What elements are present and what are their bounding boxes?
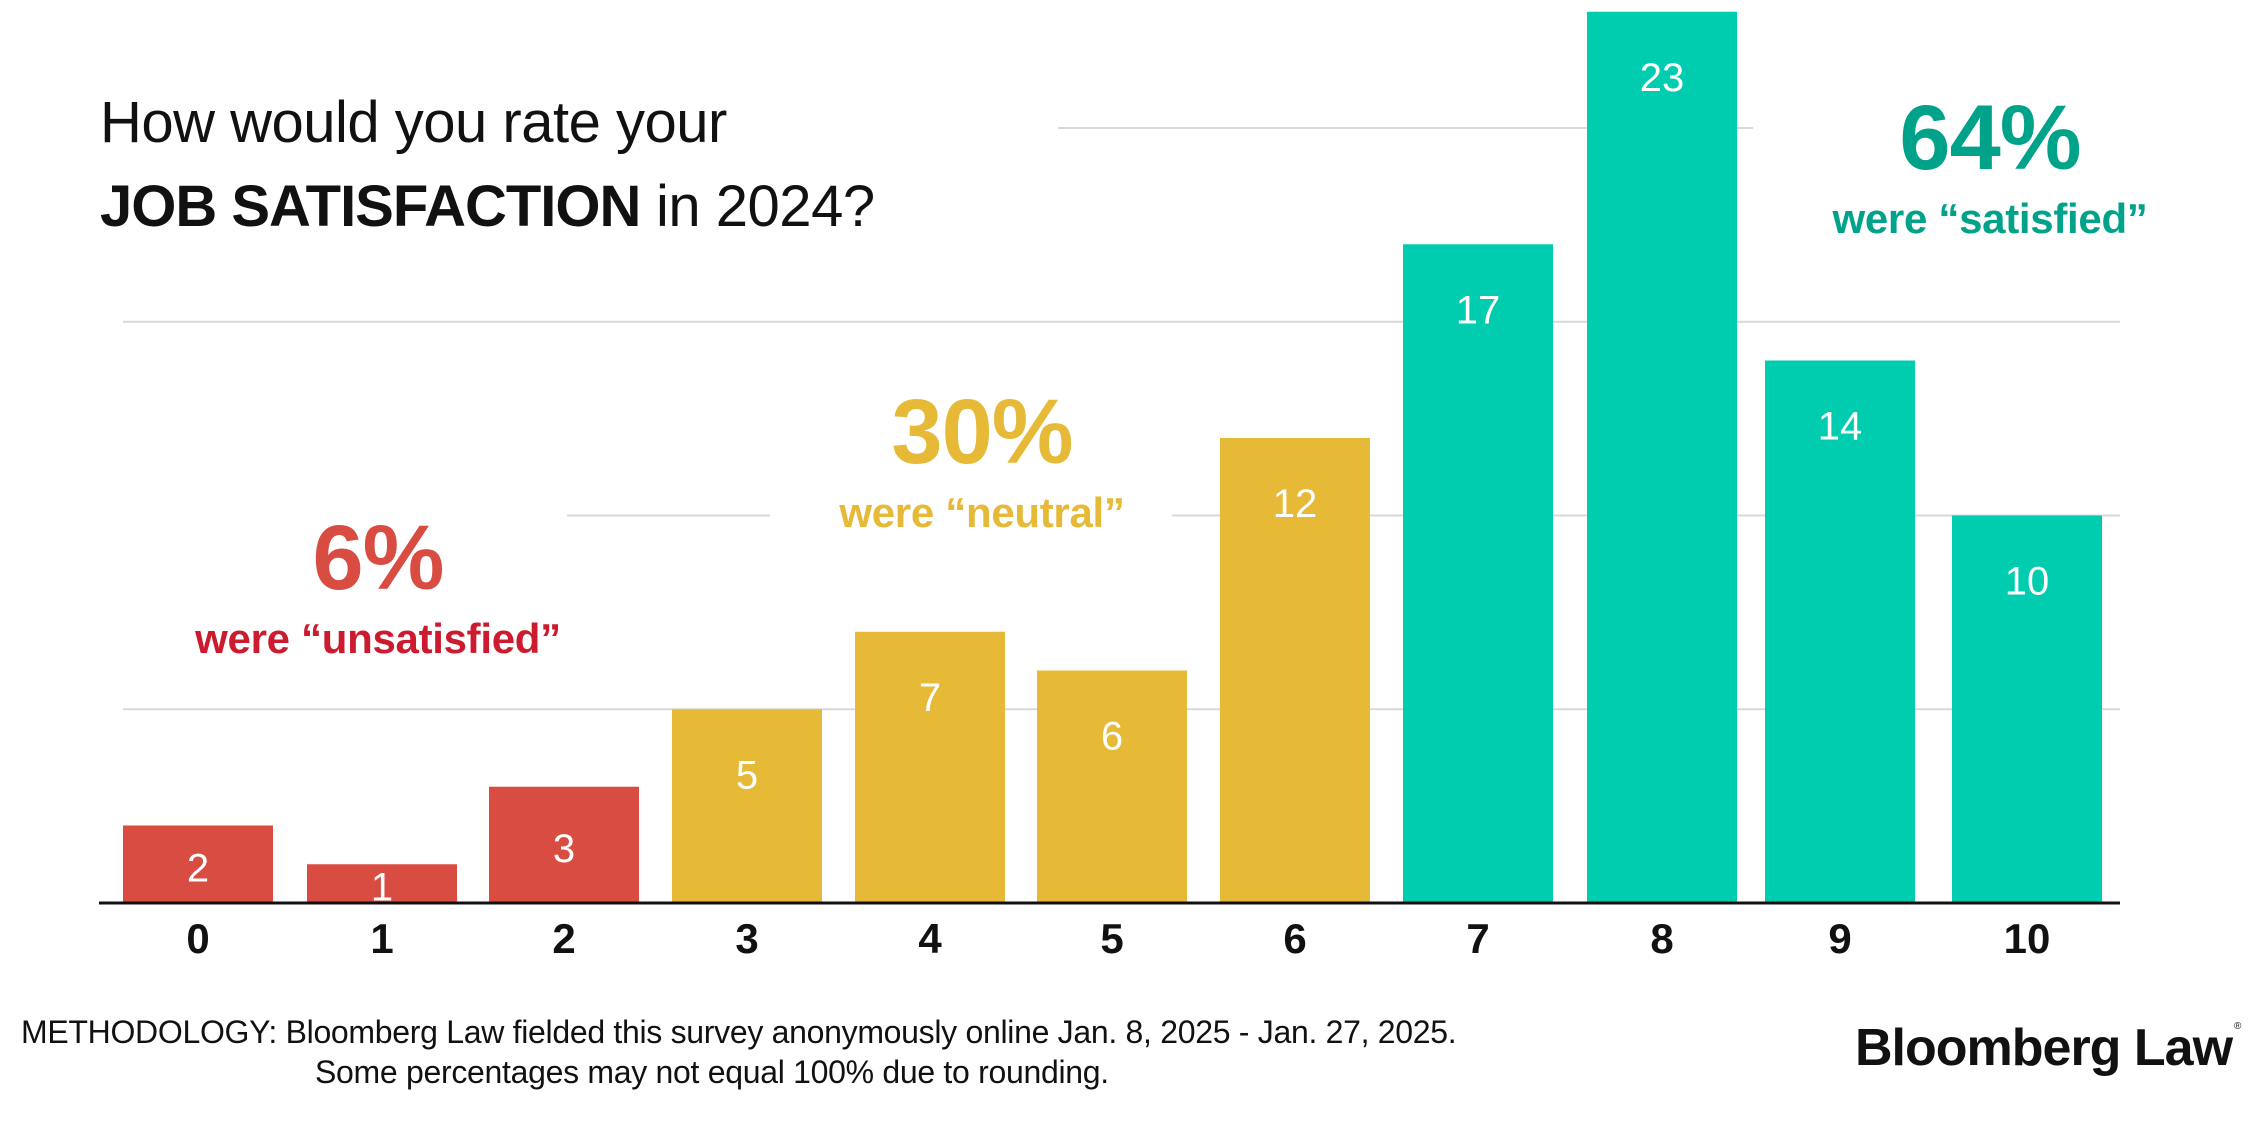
callout-unsatisfied-percent: 6% (312, 507, 445, 609)
bar-value-label-0: 2 (187, 846, 209, 890)
bar-2 (489, 786, 639, 903)
methodology-note: METHODOLOGY: Bloomberg Law fielded this … (21, 1014, 1457, 1050)
bar-value-label-4: 7 (919, 676, 941, 720)
bar-4 (855, 631, 1005, 903)
bar-0 (123, 825, 273, 903)
chart-title-emphasis: JOB SATISFACTION (100, 174, 641, 239)
bar-3 (672, 709, 822, 903)
x-tick-label-1: 1 (370, 915, 393, 962)
registered-mark: ® (2234, 1021, 2241, 1032)
bar-value-label-2: 3 (553, 827, 575, 871)
callout-satisfied-label: were “satisfied” (1832, 195, 2148, 242)
x-tick-label-3: 3 (735, 915, 758, 962)
chart-title-year: in 2024? (640, 174, 875, 239)
bar-7 (1403, 244, 1553, 903)
bar-10 (1952, 515, 2102, 903)
x-tick-label-2: 2 (552, 915, 575, 962)
bloomberg-law-logo: Bloomberg Law ® (1855, 1019, 2241, 1077)
callout-unsatisfied-label: were “unsatisfied” (195, 615, 561, 662)
x-tick-label-6: 6 (1283, 915, 1306, 962)
bar-5 (1037, 670, 1187, 903)
x-tick-label-5: 5 (1100, 915, 1123, 962)
x-tick-label-8: 8 (1650, 915, 1673, 962)
bar-6 (1220, 438, 1370, 903)
x-tick-label-0: 0 (186, 915, 209, 962)
callout-satisfied: 64% were “satisfied” (1790, 92, 2190, 240)
bars: 2 1 3 5 7 6 12 17 23 14 10 (123, 11, 2102, 910)
bar-8 (1587, 11, 1737, 903)
bar-9 (1765, 360, 1915, 903)
bar-1 (307, 864, 457, 903)
x-axis-ticks: 0 1 2 3 4 5 6 7 8 9 10 (186, 915, 2050, 962)
bar-value-label-6: 12 (1273, 482, 1318, 526)
bar-value-label-5: 6 (1101, 715, 1123, 759)
x-tick-label-10: 10 (2004, 915, 2051, 962)
bar-value-label-8: 23 (1640, 56, 1685, 100)
chart-title-line-1: How would you rate your (100, 90, 727, 155)
brand-name: Bloomberg Law (1855, 1019, 2233, 1077)
rounding-note: Some percentages may not equal 100% due … (315, 1054, 1109, 1090)
bar-value-label-1: 1 (371, 866, 393, 910)
callout-unsatisfied: 6% were “unsatisfied” (178, 512, 578, 660)
x-tick-label-7: 7 (1466, 915, 1489, 962)
bar-value-label-10: 10 (2005, 560, 2050, 604)
bar-value-label-9: 14 (1818, 405, 1863, 449)
bar-value-label-3: 5 (736, 753, 758, 797)
bar-value-label-7: 17 (1456, 288, 1501, 332)
callout-neutral-percent: 30% (891, 381, 1073, 483)
x-tick-label-4: 4 (918, 915, 942, 962)
callout-satisfied-percent: 64% (1899, 87, 2081, 189)
callout-neutral-label: were “neutral” (839, 489, 1125, 536)
callout-neutral: 30% were “neutral” (782, 386, 1182, 534)
chart-title-line-2: JOB SATISFACTION in 2024? (100, 178, 875, 236)
x-tick-label-9: 9 (1828, 915, 1851, 962)
